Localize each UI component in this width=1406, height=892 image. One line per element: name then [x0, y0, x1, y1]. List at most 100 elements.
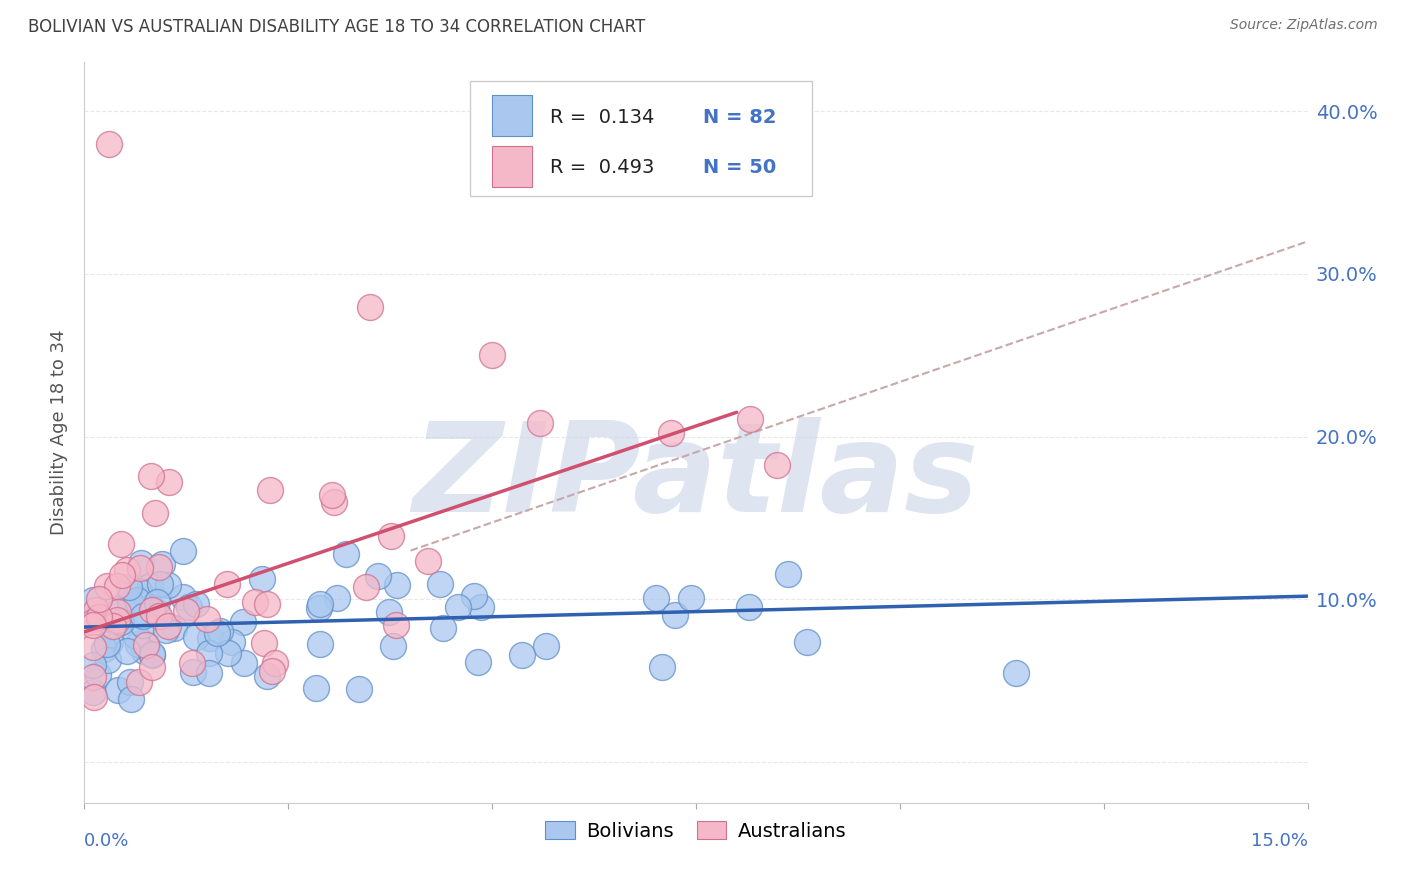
Point	[141, 659, 163, 673]
Point	[148, 559, 170, 574]
Point	[145, 506, 167, 520]
Point	[136, 593, 159, 607]
Point	[83, 690, 105, 704]
Point	[135, 637, 157, 651]
Point	[252, 573, 274, 587]
Point	[305, 681, 328, 695]
FancyBboxPatch shape	[470, 81, 813, 195]
Text: R =  0.134: R = 0.134	[550, 108, 655, 127]
Point	[128, 674, 150, 689]
Point	[308, 600, 330, 615]
Point	[96, 637, 118, 651]
Point	[263, 657, 285, 671]
Point	[217, 646, 239, 660]
Point	[118, 595, 141, 609]
Point	[326, 591, 349, 605]
Point	[107, 605, 129, 619]
Point	[105, 579, 128, 593]
FancyBboxPatch shape	[492, 95, 531, 136]
Point	[217, 577, 239, 591]
Point	[82, 592, 104, 607]
Point	[416, 553, 439, 567]
Point	[82, 685, 104, 699]
Point	[148, 609, 170, 624]
Y-axis label: Disability Age 18 to 34: Disability Age 18 to 34	[51, 330, 69, 535]
Point	[738, 411, 761, 425]
Point	[110, 537, 132, 551]
Point	[104, 615, 127, 629]
Point	[644, 591, 666, 605]
Point	[156, 619, 179, 633]
Point	[367, 569, 389, 583]
Point	[256, 597, 278, 611]
Point	[96, 579, 118, 593]
Point	[150, 557, 173, 571]
Point	[335, 547, 357, 561]
Text: ZIPatlas: ZIPatlas	[413, 417, 979, 538]
Point	[232, 615, 254, 630]
Point	[197, 646, 219, 660]
Point	[1004, 666, 1026, 681]
Point	[659, 426, 682, 441]
Point	[380, 529, 402, 543]
Point	[321, 487, 343, 501]
Point	[377, 606, 399, 620]
Point	[84, 603, 107, 617]
Text: N = 82: N = 82	[703, 108, 776, 127]
Point	[149, 577, 172, 591]
Point	[115, 563, 138, 577]
Point	[766, 458, 789, 472]
Point	[205, 626, 228, 640]
Point	[141, 647, 163, 661]
FancyBboxPatch shape	[492, 145, 531, 186]
Point	[651, 660, 673, 674]
Text: N = 50: N = 50	[703, 158, 776, 178]
Point	[107, 683, 129, 698]
Point	[141, 648, 163, 662]
Point	[82, 618, 104, 632]
Point	[470, 599, 492, 614]
Point	[134, 644, 156, 658]
Point	[129, 556, 152, 570]
Point	[664, 608, 686, 623]
Point	[432, 621, 454, 635]
Point	[125, 629, 148, 643]
Point	[157, 475, 180, 489]
Point	[104, 602, 127, 616]
Point	[87, 591, 110, 606]
Text: 0.0%: 0.0%	[84, 832, 129, 850]
Point	[481, 348, 503, 362]
Point	[141, 468, 163, 483]
Point	[172, 590, 194, 604]
Point	[195, 612, 218, 626]
Point	[172, 543, 194, 558]
Point	[98, 634, 121, 648]
Point	[385, 618, 408, 632]
Point	[118, 580, 141, 594]
Point	[127, 637, 149, 651]
Point	[382, 639, 405, 653]
Text: 15.0%: 15.0%	[1250, 832, 1308, 850]
Point	[118, 674, 141, 689]
Point	[156, 578, 179, 592]
Point	[198, 631, 221, 645]
Point	[176, 604, 198, 618]
Point	[155, 623, 177, 637]
Point	[82, 670, 104, 684]
Point	[259, 483, 281, 498]
Point	[111, 568, 134, 582]
Point	[115, 644, 138, 658]
Point	[87, 667, 110, 681]
Point	[347, 681, 370, 696]
Point	[97, 136, 120, 151]
Point	[463, 590, 485, 604]
Point	[510, 648, 533, 662]
Point	[467, 655, 489, 669]
Text: BOLIVIAN VS AUSTRALIAN DISABILITY AGE 18 TO 34 CORRELATION CHART: BOLIVIAN VS AUSTRALIAN DISABILITY AGE 18…	[28, 18, 645, 36]
Point	[82, 612, 104, 626]
Point	[197, 665, 219, 680]
Point	[120, 692, 142, 706]
Point	[105, 613, 128, 627]
Point	[132, 618, 155, 632]
Legend: Bolivians, Australians: Bolivians, Australians	[537, 814, 855, 848]
